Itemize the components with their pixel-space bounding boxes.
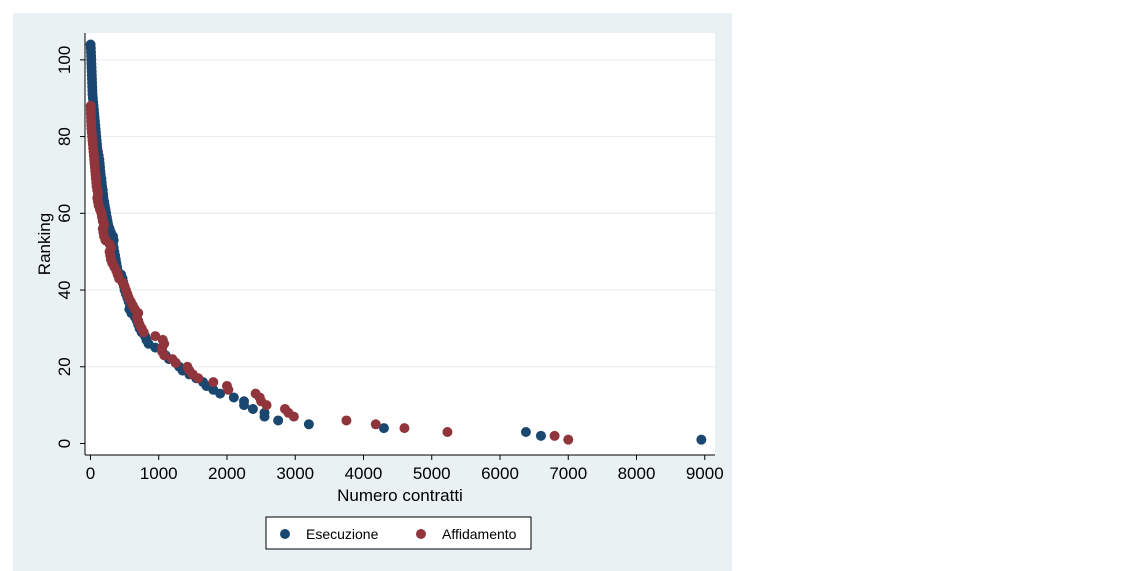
x-tick-label: 4000: [345, 464, 383, 483]
point-esecuzione: [520, 426, 531, 437]
point-affidamento: [85, 100, 96, 111]
point-affidamento: [182, 361, 193, 372]
point-affidamento: [549, 430, 560, 441]
point-affidamento: [399, 423, 410, 434]
data-points: [85, 39, 707, 445]
x-tick-label: 3000: [276, 464, 314, 483]
point-esecuzione: [535, 430, 546, 441]
legend-label-esecuzione: Esecuzione: [306, 526, 379, 542]
point-esecuzione: [247, 403, 258, 414]
point-esecuzione: [378, 423, 389, 434]
legend-marker-affidamento: [416, 529, 426, 539]
legend-label-affidamento: Affidamento: [442, 526, 517, 542]
point-affidamento: [563, 434, 574, 445]
legend-box: [265, 516, 532, 550]
point-esecuzione: [228, 392, 239, 403]
point-affidamento: [370, 419, 381, 430]
point-affidamento: [279, 403, 290, 414]
point-esecuzione: [239, 396, 250, 407]
x-ticks: 0 1000 2000 3000 4000 5000 6000 7000 8000 9000: [86, 455, 724, 483]
point-affidamento: [157, 334, 168, 345]
y-tick-label: 0: [55, 439, 74, 448]
y-tick-label: 20: [55, 357, 74, 376]
point-affidamento: [150, 331, 161, 342]
legend: Esecuzione Affidamento: [265, 516, 532, 550]
y-tick-label: 40: [55, 281, 74, 300]
point-affidamento: [341, 415, 352, 426]
axes: [84, 33, 715, 456]
point-esecuzione: [85, 39, 96, 50]
x-axis-label: Numero contratti: [337, 486, 463, 505]
y-axis-label: Ranking: [35, 213, 54, 275]
x-tick-label: 7000: [549, 464, 587, 483]
x-tick-label: 6000: [481, 464, 519, 483]
x-tick-label: 8000: [618, 464, 656, 483]
point-esecuzione: [303, 419, 314, 430]
y-tick-label: 100: [55, 46, 74, 74]
y-ticks: 0 20 40 60 80 100: [55, 46, 85, 448]
legend-marker-esecuzione: [280, 529, 290, 539]
x-tick-label: 9000: [686, 464, 724, 483]
point-affidamento: [250, 388, 261, 399]
x-tick-label: 0: [86, 464, 95, 483]
x-tick-label: 2000: [208, 464, 246, 483]
x-tick-label: 5000: [413, 464, 451, 483]
point-esecuzione: [259, 407, 270, 418]
point-affidamento: [221, 380, 232, 391]
x-tick-label: 1000: [140, 464, 178, 483]
y-tick-label: 60: [55, 204, 74, 223]
point-esecuzione: [696, 434, 707, 445]
point-affidamento: [442, 426, 453, 437]
plot-area: [85, 33, 715, 455]
y-tick-label: 80: [55, 127, 74, 146]
point-affidamento: [208, 377, 219, 388]
point-esecuzione: [273, 415, 284, 426]
point-affidamento: [167, 354, 178, 365]
